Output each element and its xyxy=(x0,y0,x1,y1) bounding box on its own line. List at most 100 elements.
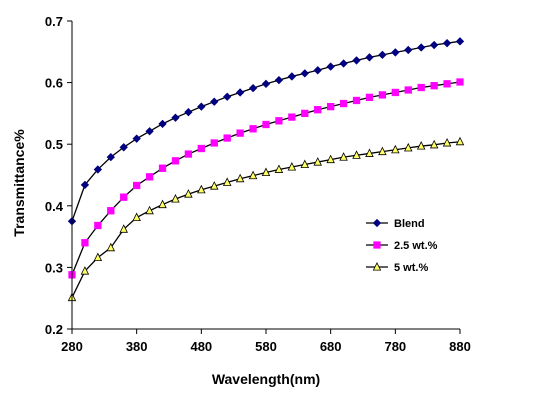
data-point xyxy=(455,37,465,46)
data-point xyxy=(416,141,426,150)
data-point xyxy=(158,199,167,209)
data-point xyxy=(314,106,322,114)
data-point xyxy=(391,88,399,97)
data-point xyxy=(94,221,102,230)
data-point xyxy=(404,86,412,94)
data-point xyxy=(378,50,387,60)
legend-label: Blend xyxy=(394,218,425,230)
y-tick-label: 0.6 xyxy=(45,76,63,91)
data-point xyxy=(80,180,90,190)
x-tick-label: 880 xyxy=(449,339,471,354)
data-point xyxy=(171,113,180,122)
data-point xyxy=(456,78,464,86)
series-blend xyxy=(67,37,465,226)
x-tick-label: 780 xyxy=(384,339,406,354)
data-point xyxy=(249,125,257,133)
data-point xyxy=(210,97,219,106)
data-point xyxy=(301,109,309,118)
series-5-wt xyxy=(67,136,465,302)
data-point xyxy=(235,88,245,97)
data-point xyxy=(391,144,400,154)
data-point xyxy=(443,80,451,88)
data-point xyxy=(197,102,206,111)
x-tick-label: 680 xyxy=(320,339,342,354)
data-point xyxy=(93,165,103,174)
x-axis-title: Wavelength(nm) xyxy=(212,371,320,387)
data-point xyxy=(372,262,382,271)
data-point xyxy=(210,139,218,147)
data-point xyxy=(352,150,361,159)
data-point xyxy=(93,252,103,262)
data-point xyxy=(300,159,310,169)
data-point xyxy=(365,93,374,102)
data-point xyxy=(313,157,322,166)
legend-item: Blend xyxy=(366,218,425,230)
data-point xyxy=(442,137,452,147)
data-point xyxy=(262,120,270,129)
legend-item: 2.5 wt.% xyxy=(366,240,438,252)
data-point xyxy=(120,193,128,201)
y-tick-label: 0.7 xyxy=(45,14,63,29)
legend-label: 5 wt.% xyxy=(394,262,428,274)
data-point xyxy=(417,43,426,52)
data-point xyxy=(197,184,206,194)
x-tick-label: 580 xyxy=(255,339,277,354)
data-point xyxy=(132,212,141,222)
data-point xyxy=(119,143,128,152)
legend: Blend 2.5 wt.% 5 wt.% xyxy=(360,210,456,276)
x-tick-label: 480 xyxy=(190,339,212,354)
data-point xyxy=(372,218,382,228)
data-point xyxy=(106,152,115,162)
data-point xyxy=(274,75,284,85)
data-point xyxy=(106,242,116,252)
data-point xyxy=(210,181,219,190)
data-point xyxy=(158,119,167,129)
data-point xyxy=(223,92,232,101)
data-point xyxy=(429,139,439,149)
data-point xyxy=(171,194,180,203)
data-point xyxy=(145,205,154,215)
data-point xyxy=(184,189,193,198)
data-point xyxy=(339,152,348,161)
data-point xyxy=(236,129,244,137)
y-tick-label: 0.3 xyxy=(45,260,63,275)
data-point xyxy=(235,173,245,183)
data-point xyxy=(184,108,193,117)
x-tick-label: 280 xyxy=(61,339,83,354)
data-point xyxy=(391,48,400,57)
series-2-5-wt xyxy=(68,78,464,279)
data-point xyxy=(352,56,361,65)
data-point xyxy=(417,83,425,92)
data-point xyxy=(145,127,154,136)
y-axis-title: Transmittance% xyxy=(11,129,27,237)
data-point xyxy=(184,150,193,158)
y-tick-label: 0.2 xyxy=(45,322,63,337)
y-tick-label: 0.5 xyxy=(45,137,63,152)
data-point xyxy=(261,167,271,177)
data-point xyxy=(404,45,413,55)
legend-item: 5 wt.% xyxy=(366,262,428,274)
data-point xyxy=(222,177,232,186)
legend-label: 2.5 wt.% xyxy=(394,240,438,252)
data-point xyxy=(313,66,322,75)
data-point xyxy=(300,69,309,78)
data-point xyxy=(339,99,348,108)
series-line xyxy=(71,40,461,222)
data-point xyxy=(365,148,374,157)
data-point xyxy=(119,224,128,233)
data-point xyxy=(378,91,387,99)
data-point xyxy=(352,96,361,105)
series-layer xyxy=(67,37,465,302)
data-point xyxy=(288,113,296,121)
data-point xyxy=(339,59,348,68)
data-point xyxy=(274,164,284,173)
data-point xyxy=(365,53,374,62)
data-point xyxy=(261,79,271,88)
data-point xyxy=(158,164,167,172)
data-point xyxy=(429,40,439,50)
data-point xyxy=(145,173,154,181)
data-point xyxy=(80,266,90,275)
data-point xyxy=(430,82,438,90)
data-point xyxy=(248,170,258,180)
